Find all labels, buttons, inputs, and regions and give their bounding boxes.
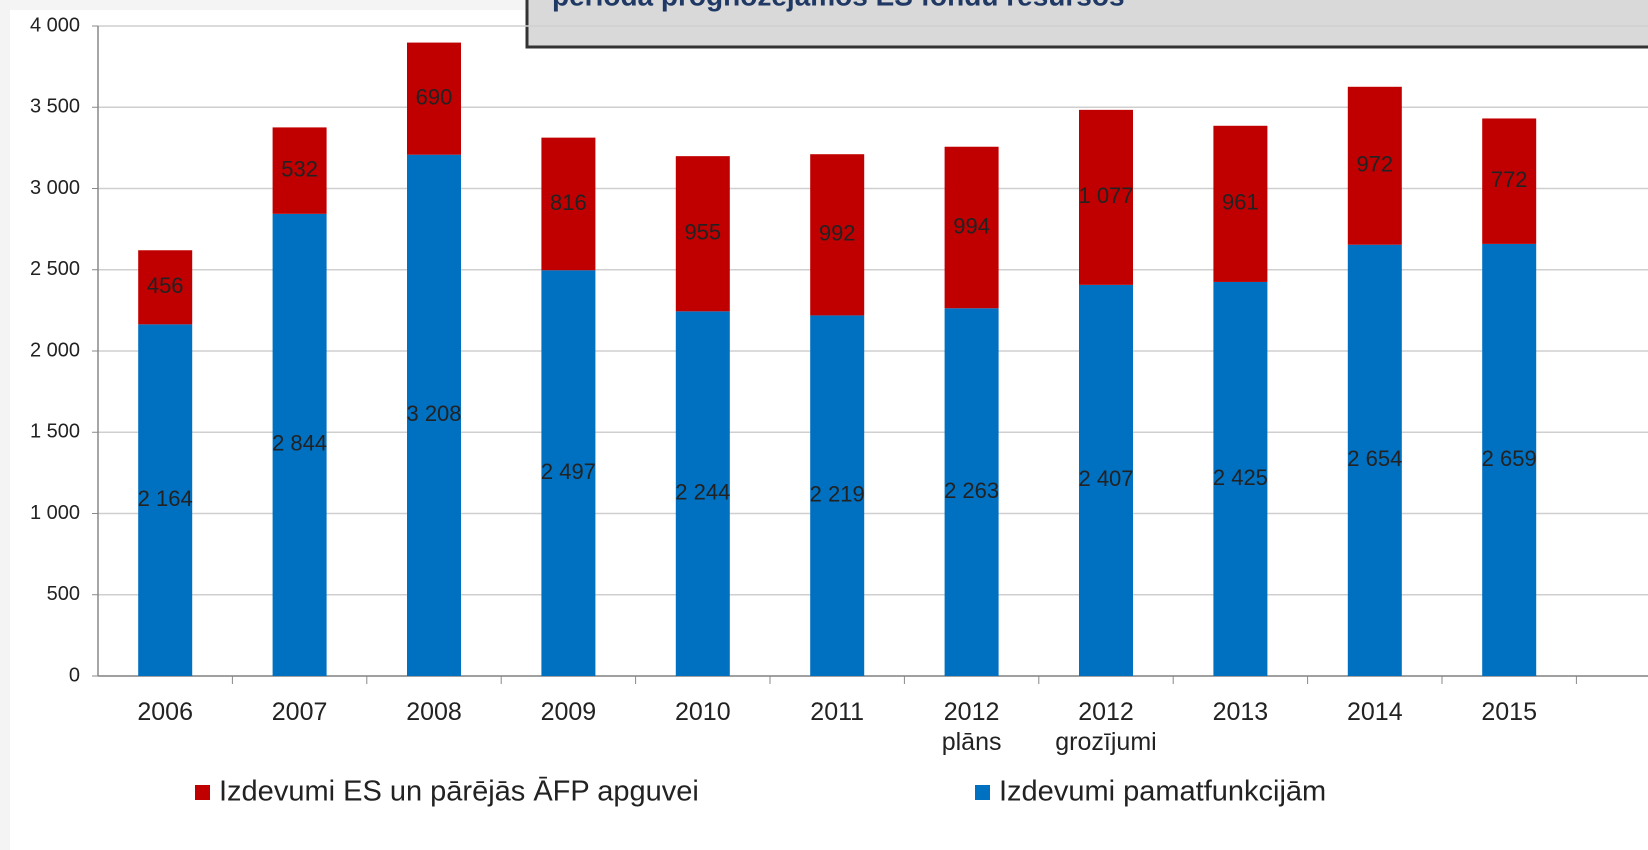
bar-segment bbox=[1347, 86, 1402, 245]
data-label: 2 844 bbox=[272, 431, 327, 456]
y-tick-label: 3 500 bbox=[30, 96, 80, 118]
y-tick-label: 0 bbox=[69, 664, 80, 686]
data-label: 972 bbox=[1356, 152, 1393, 177]
x-tick-label: 2010 bbox=[674, 698, 731, 726]
bar-segment bbox=[675, 156, 730, 312]
data-label: 532 bbox=[281, 156, 318, 181]
y-tick-label: 1 500 bbox=[30, 421, 80, 443]
data-label: 3 208 bbox=[406, 401, 461, 426]
y-tick-label: 2 000 bbox=[30, 339, 80, 361]
legend-swatch bbox=[975, 785, 990, 800]
data-label: 2 659 bbox=[1482, 446, 1537, 471]
bar-segment bbox=[272, 213, 327, 676]
bar-segment bbox=[1482, 118, 1537, 244]
bar-segment bbox=[944, 308, 999, 676]
x-tick-label: 2007 bbox=[271, 698, 328, 726]
bar-segment bbox=[1213, 281, 1268, 676]
x-tick-label: 2011 bbox=[810, 698, 865, 726]
x-tick-label: 2012 plāns bbox=[941, 698, 1002, 756]
y-tick-label: 1 000 bbox=[30, 502, 80, 524]
bar-segment bbox=[138, 250, 193, 325]
data-label: 961 bbox=[1222, 190, 1259, 215]
data-label: 2 407 bbox=[1078, 466, 1133, 491]
x-tick-label: 2006 bbox=[137, 698, 193, 726]
data-label: 690 bbox=[416, 84, 453, 109]
y-tick-label: 2 500 bbox=[30, 258, 80, 280]
x-tick-label: 2012 grozījumi bbox=[1055, 698, 1157, 756]
legend-label: Izdevumi pamatfunkcijām bbox=[999, 776, 1326, 808]
bar-segment bbox=[944, 146, 999, 309]
data-label: 2 425 bbox=[1213, 465, 1268, 490]
bar-segment bbox=[407, 154, 461, 676]
bar-segment bbox=[138, 324, 193, 676]
data-label: 1 077 bbox=[1078, 183, 1133, 208]
bar-segment bbox=[541, 137, 596, 271]
data-label: 994 bbox=[953, 213, 990, 238]
chart-title: perioda prognozējamos ES fondu resursos bbox=[552, 0, 1125, 11]
bar-segment bbox=[1347, 244, 1402, 676]
bar-segment bbox=[407, 42, 461, 155]
data-label: 2 244 bbox=[675, 479, 730, 504]
data-label: 2 654 bbox=[1347, 446, 1402, 471]
bar-segment bbox=[810, 315, 865, 676]
data-label: 772 bbox=[1491, 167, 1528, 192]
x-tick-label: 2008 bbox=[406, 698, 462, 726]
bar-segment bbox=[675, 311, 730, 676]
data-label: 992 bbox=[819, 221, 856, 246]
x-tick-label: 2009 bbox=[540, 698, 597, 726]
title-box bbox=[525, 0, 1648, 49]
x-tick-label: 2014 bbox=[1346, 698, 1403, 726]
bar-segment bbox=[272, 127, 327, 214]
y-tick-label: 4 000 bbox=[30, 14, 80, 36]
data-label: 2 164 bbox=[138, 486, 193, 511]
data-label: 456 bbox=[147, 273, 184, 298]
bar-segment bbox=[1079, 109, 1133, 285]
legend-label: Izdevumi ES un pārējās ĀFP apguvei bbox=[219, 776, 699, 808]
data-label: 2 219 bbox=[810, 482, 865, 507]
data-label: 2 263 bbox=[944, 478, 999, 503]
data-label: 816 bbox=[550, 190, 587, 215]
legend-swatch bbox=[195, 785, 210, 800]
data-label: 955 bbox=[684, 220, 721, 245]
x-tick-label: 2015 bbox=[1481, 698, 1537, 726]
bar-segment bbox=[810, 154, 865, 316]
x-tick-label: 2013 bbox=[1212, 698, 1269, 726]
bar-segment bbox=[541, 270, 596, 676]
bar-segment bbox=[1079, 284, 1133, 676]
y-tick-label: 3 000 bbox=[30, 177, 80, 199]
bar-segment bbox=[1213, 125, 1268, 282]
bar-segment bbox=[1482, 243, 1537, 676]
y-tick-label: 500 bbox=[47, 583, 80, 605]
data-label: 2 497 bbox=[541, 459, 596, 484]
